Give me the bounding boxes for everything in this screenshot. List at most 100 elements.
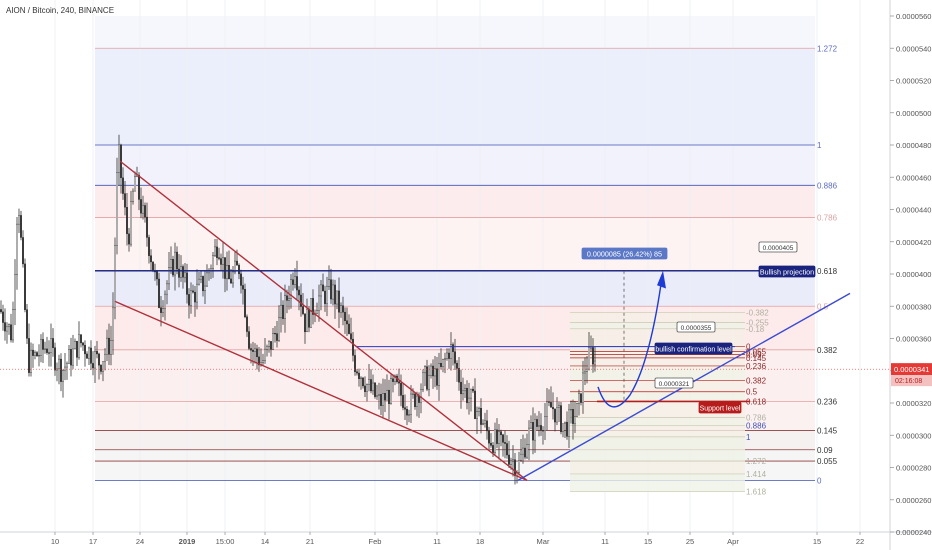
candle-body [496, 429, 499, 444]
candle-body [404, 407, 407, 410]
y-tick-label: 0.0000240 [896, 528, 931, 537]
candle-body [115, 172, 118, 246]
candle-body [360, 377, 363, 379]
countdown-label: 02:16:08 [895, 378, 922, 385]
candle-body [594, 360, 597, 365]
candle-body [48, 352, 51, 354]
y-tick-label: 0.0000460 [896, 173, 931, 182]
candle-body [398, 381, 401, 384]
candle-body [99, 365, 102, 372]
y-tick-label: 0.0000260 [896, 496, 931, 505]
candle-body [386, 389, 389, 401]
candle-body [532, 422, 535, 441]
symbol-title: AION / Bitcoin, 240, BINANCE [6, 6, 115, 15]
current-price-label: 0.0000341 [894, 365, 929, 374]
candle-body [546, 401, 549, 417]
candle-body [215, 246, 218, 258]
candle-body [492, 445, 495, 453]
candle-body [592, 347, 595, 365]
candle-body [418, 395, 421, 403]
candle-body [454, 351, 457, 364]
candle-body [69, 349, 72, 366]
candle-body [298, 289, 301, 296]
candle-body [372, 382, 375, 392]
candle-body [530, 422, 533, 429]
candle-body [0, 309, 2, 313]
candle-body [221, 257, 224, 265]
x-tick-label: 11 [601, 537, 609, 546]
candle-body [586, 368, 589, 372]
candle-body [346, 320, 349, 325]
candle-body [193, 291, 196, 303]
candle-body [157, 278, 160, 308]
candle-body [354, 355, 357, 372]
candle-body [554, 408, 557, 423]
candle-body [318, 295, 321, 311]
candle-body [326, 286, 329, 304]
candle-body [34, 352, 37, 356]
candle-body [466, 387, 469, 403]
x-tick-label: 15 [813, 537, 821, 546]
candle-body [588, 347, 591, 370]
candle-body [73, 341, 76, 350]
candle-body [440, 362, 443, 367]
candle-body [179, 266, 182, 278]
bullish-projection-label-box [758, 265, 816, 278]
candle-body [338, 290, 341, 313]
candle-body [430, 365, 433, 376]
x-tick-label: 22 [856, 537, 864, 546]
candle-body [243, 289, 246, 318]
fib-small-zone [570, 354, 745, 358]
candle-body [13, 274, 16, 310]
candle-body [416, 395, 419, 407]
candle-body [201, 276, 204, 292]
candle-body [75, 341, 78, 358]
candle-body [127, 233, 130, 245]
candle-body [125, 207, 128, 235]
x-tick-label: Apr [727, 537, 739, 546]
channel-lower-line [114, 300, 528, 482]
candle-body [161, 308, 164, 313]
x-tick-label: 25 [686, 537, 694, 546]
candle-body [139, 199, 142, 214]
y-tick-label: 0.0000380 [896, 302, 931, 311]
x-tick-label: Mar [537, 537, 550, 546]
candle-body [558, 405, 561, 408]
candle-body [253, 348, 256, 352]
candle-body [470, 388, 473, 399]
candle-body [526, 444, 529, 458]
candle-body [147, 237, 150, 256]
candle-body [364, 385, 367, 392]
candle-body [97, 353, 100, 366]
candle-body [502, 434, 505, 443]
candle-body [302, 306, 305, 314]
x-tick-label: 10 [51, 537, 59, 546]
y-tick-label: 0.0000540 [896, 44, 931, 53]
candle-body [229, 278, 232, 284]
fib-small-label: 0.618 [746, 397, 767, 406]
candle-body [83, 344, 86, 355]
y-tick-label: 0.0000500 [896, 109, 931, 118]
candle-body [58, 358, 61, 370]
y-tick-label: 0.0000300 [896, 431, 931, 440]
candle-body [576, 403, 579, 417]
y-tick-label: 0.0000360 [896, 335, 931, 344]
fib-small-label: 0.09 [746, 351, 762, 360]
fib-small-label: 0.236 [746, 362, 767, 371]
candle-body [456, 363, 459, 369]
candle-body [30, 349, 33, 373]
candle-body [280, 304, 283, 318]
candle-body [562, 423, 565, 433]
candle-body [552, 407, 555, 410]
candle-body [390, 378, 393, 404]
fib-zone [95, 16, 815, 49]
candle-body [129, 201, 132, 245]
candle-body [332, 284, 335, 300]
candle-body [362, 377, 365, 387]
y-tick-label: 0.0000480 [896, 141, 931, 150]
candle-body [145, 216, 148, 238]
fib-small-label: -0.382 [746, 309, 769, 318]
fib-level-label: 1 [817, 141, 822, 150]
